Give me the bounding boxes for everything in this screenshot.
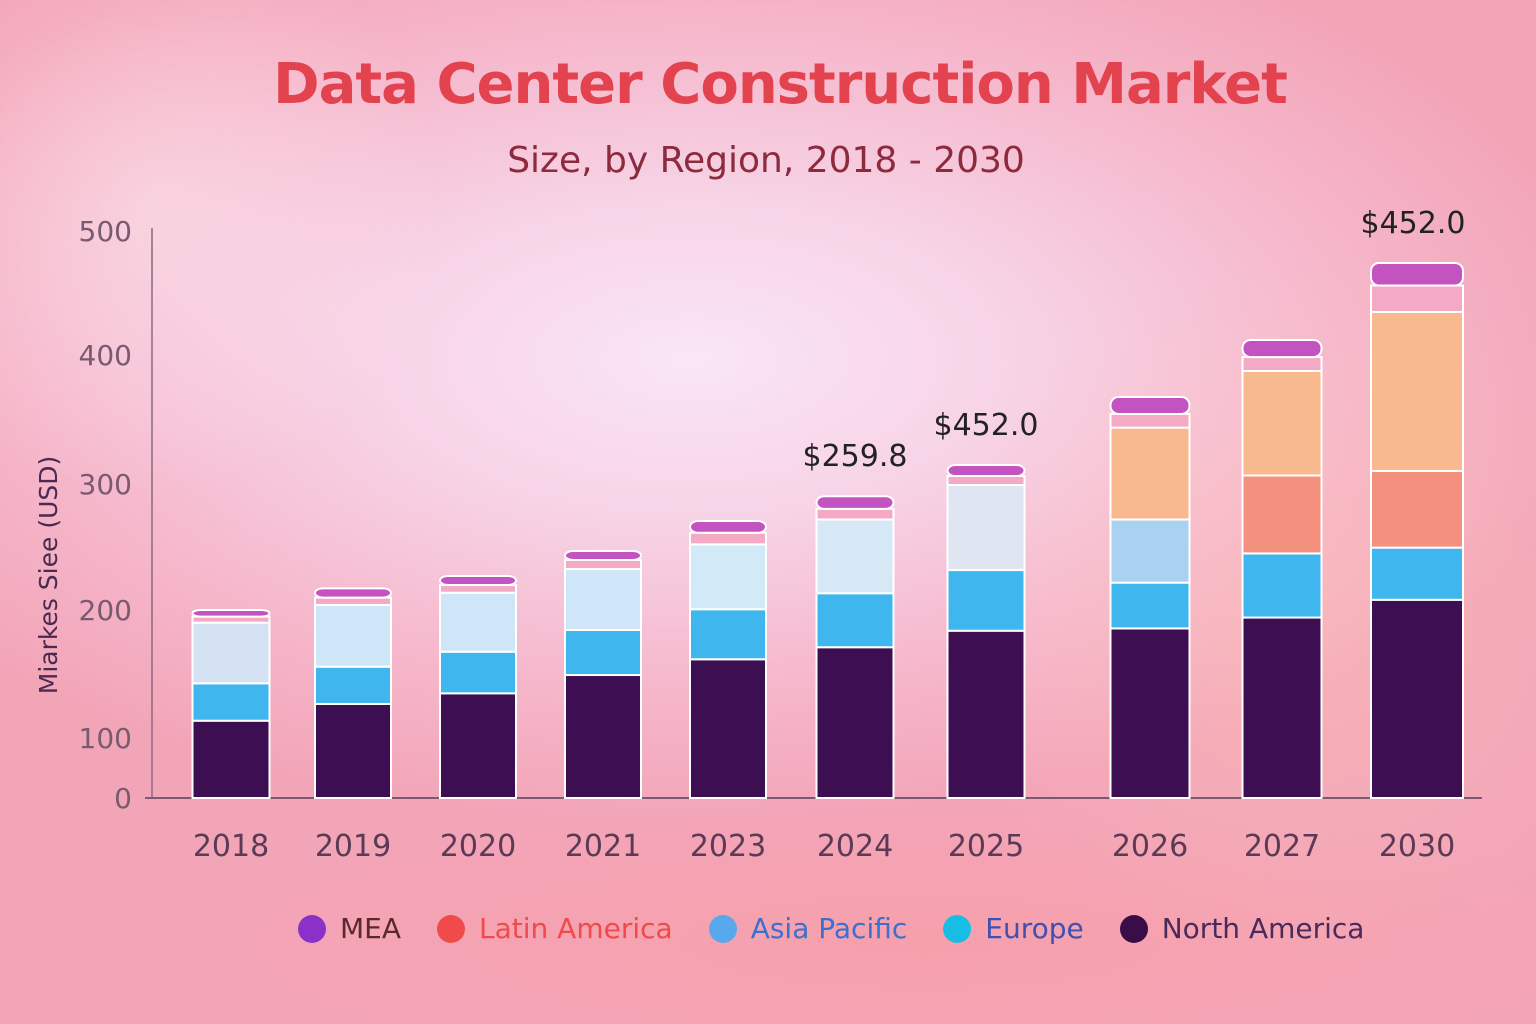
bar-segment-north-america (946, 629, 1026, 800)
bar-segment-asia-pacific (439, 591, 517, 653)
bar-segment-north-america (1370, 598, 1464, 799)
legend-label: MEA (340, 912, 402, 945)
bar-segment-latin-america (689, 531, 767, 546)
bar-segment-europe (1241, 552, 1323, 619)
x-tick-label: 2025 (948, 829, 1024, 864)
bar-segment-europe (314, 665, 392, 705)
legend-swatch (943, 914, 972, 943)
bar-segment-mea (946, 464, 1026, 478)
bar-segment-europe (191, 682, 271, 722)
bar-segment-europe (439, 650, 517, 695)
bar-segment-other (1370, 310, 1464, 472)
y-tick-label: 300 (79, 468, 132, 501)
bar-segment-mea (815, 495, 895, 510)
bar-segment-europe (689, 608, 767, 661)
bar-segment-asia-pacific (1109, 518, 1191, 584)
bar-segment-latin-america (1241, 356, 1323, 372)
bar-segment-latin-america (1109, 412, 1191, 429)
bar-segment-mea (314, 587, 392, 599)
x-tick-label: 2023 (690, 829, 766, 864)
x-tick-label: 2021 (565, 829, 641, 864)
legend-item: Asia Pacific (708, 912, 908, 945)
bar-segment-asia-pacific (946, 484, 1026, 572)
bar-segment-other (1109, 426, 1191, 521)
chart-subtitle: Size, by Region, 2018 - 2030 (507, 140, 1025, 181)
legend-label: Asia Pacific (750, 912, 908, 945)
bar-segment-north-america (815, 646, 895, 799)
x-tick-label: 2030 (1379, 829, 1455, 864)
legend-label: Europe (985, 912, 1084, 945)
y-tick-label: 200 (79, 594, 132, 627)
bar-segment-europe (564, 628, 642, 677)
bar-segment-asia-pacific (191, 621, 271, 685)
bar-segment-mea (191, 609, 271, 618)
y-axis-label: Miarkes Siee (USD) (34, 456, 63, 695)
bar-segment-north-america (564, 674, 642, 799)
bar-segment-asia-pacific (815, 518, 895, 595)
bar-segment-north-america (689, 658, 767, 800)
legend-item: MEA (298, 912, 401, 945)
bar-segment-latin-america (439, 584, 517, 594)
bar-segment-mea (564, 550, 642, 561)
legend-swatch (298, 914, 326, 943)
legend-swatch (708, 914, 737, 943)
chart-title: Data Center Construction Market (273, 52, 1288, 117)
data-label: $452.0 (1361, 206, 1466, 241)
bar-segment-north-america (439, 692, 517, 799)
bar-segment-europe (1109, 581, 1191, 630)
bar-segment-europe (946, 569, 1026, 632)
legend-label: Latin America (479, 912, 673, 945)
bar-segment-mea (1109, 396, 1191, 415)
x-tick-label: 2018 (193, 829, 269, 864)
legend-swatch (437, 914, 466, 943)
legend: MEA Latin America Asia Pacific Europe North … (298, 912, 1400, 945)
bar-segment-latin-america (564, 558, 642, 571)
legend-item: Latin America (437, 912, 673, 945)
bar-segment-north-america (314, 702, 392, 800)
bar-segment-mea (689, 520, 767, 534)
bar-segment-latin-america (815, 507, 895, 521)
x-tick-label: 2027 (1244, 829, 1320, 864)
data-label: $259.8 (803, 439, 908, 474)
x-tick-label: 2020 (440, 829, 516, 864)
bar-segment-asia-pacific (564, 568, 642, 631)
bar-segment-north-america (1241, 616, 1323, 799)
legend-item: North America (1119, 912, 1365, 945)
y-tick-label: 500 (79, 215, 132, 248)
bar-segment-asia-pacific (1370, 469, 1464, 549)
x-tick-label: 2024 (817, 829, 893, 864)
bar-segment-asia-pacific (1241, 474, 1323, 555)
bar-segment-latin-america (946, 475, 1026, 487)
bar-segment-north-america (191, 719, 271, 799)
bar-segment-latin-america (314, 596, 392, 606)
bar-segment-north-america (1109, 627, 1191, 799)
bar-segment-europe (1370, 546, 1464, 601)
y-tick-label: 400 (79, 339, 132, 372)
bar-segment-other (1241, 369, 1323, 477)
legend-swatch (1119, 914, 1148, 943)
legend-item: Europe (943, 912, 1084, 945)
x-tick-label: 2026 (1112, 829, 1188, 864)
bar-segment-asia-pacific (689, 543, 767, 611)
data-label: $452.0 (934, 408, 1039, 443)
bar-segment-mea (439, 574, 517, 587)
bar-segment-europe (815, 592, 895, 649)
legend-label: North America (1161, 912, 1365, 945)
y-tick-label: 0 (114, 782, 132, 815)
y-tick-label: 100 (79, 722, 132, 755)
bar-segment-latin-america (1370, 284, 1464, 313)
x-tick-label: 2019 (315, 829, 391, 864)
bar-segment-asia-pacific (314, 603, 392, 668)
bar-segment-mea (1241, 338, 1323, 359)
bar-segment-mea (1370, 261, 1464, 287)
